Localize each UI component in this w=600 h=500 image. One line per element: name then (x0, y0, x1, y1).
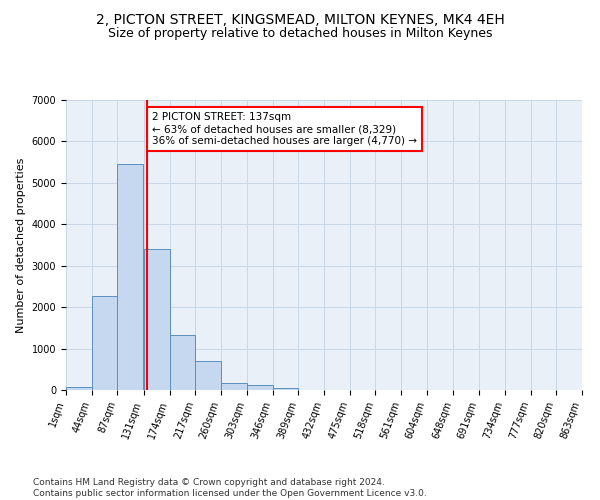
Bar (272, 388, 298, 390)
Text: 2, PICTON STREET, KINGSMEAD, MILTON KEYNES, MK4 4EH: 2, PICTON STREET, KINGSMEAD, MILTON KEYN… (95, 12, 505, 26)
Bar (144, 249, 170, 390)
Text: 2 PICTON STREET: 137sqm
← 63% of detached houses are smaller (8,329)
36% of semi: 2 PICTON STREET: 137sqm ← 63% of detache… (152, 112, 417, 146)
Text: Contains HM Land Registry data © Crown copyright and database right 2024.
Contai: Contains HM Land Registry data © Crown c… (33, 478, 427, 498)
Bar (221, 384, 247, 390)
Bar (195, 361, 221, 390)
Text: Size of property relative to detached houses in Milton Keynes: Size of property relative to detached ho… (108, 28, 492, 40)
Bar (118, 164, 143, 390)
Bar (92, 296, 118, 390)
Bar (170, 336, 195, 390)
Bar (66, 387, 92, 390)
Bar (247, 386, 272, 390)
Y-axis label: Number of detached properties: Number of detached properties (16, 158, 26, 332)
